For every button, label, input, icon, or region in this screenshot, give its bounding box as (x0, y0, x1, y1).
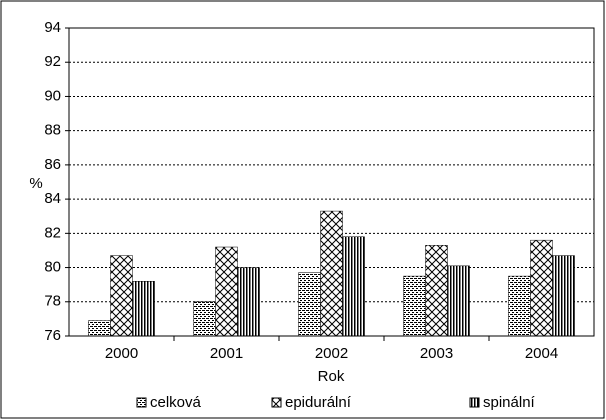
bar (447, 265, 470, 337)
y-tick-label: 78 (44, 293, 61, 310)
bar (320, 210, 343, 337)
bar (425, 245, 448, 337)
bar (342, 236, 365, 337)
legend-label: celková (150, 394, 202, 411)
bar (88, 320, 111, 337)
x-tick-label: 2004 (525, 345, 558, 362)
legend-swatch (271, 397, 282, 408)
bar (193, 301, 216, 337)
y-tick-label: 76 (44, 327, 61, 344)
y-tick-label: 94 (44, 19, 61, 36)
plot-frame (68, 27, 595, 337)
legend-swatch (469, 397, 480, 408)
y-tick-label: 86 (44, 156, 61, 173)
bar (298, 272, 321, 337)
y-tick-label: 90 (44, 87, 61, 104)
x-axis-label: Rok (318, 368, 345, 385)
y-tick-label: 84 (44, 190, 61, 207)
x-tick-label: 2003 (420, 345, 453, 362)
y-tick-label: 88 (44, 122, 61, 139)
legend-label: epidurální (285, 394, 352, 411)
y-tick-label: 82 (44, 224, 61, 241)
bar (132, 280, 155, 337)
y-axis-label: % (29, 175, 42, 192)
bar (215, 246, 238, 337)
bar (110, 255, 133, 337)
bar (237, 267, 260, 337)
legend-label: spinální (483, 394, 536, 411)
bar (403, 275, 426, 337)
legend-swatch (136, 397, 147, 408)
x-tick-label: 2001 (210, 345, 243, 362)
bar (508, 275, 531, 337)
bar (552, 255, 575, 337)
y-tick-label: 92 (44, 53, 61, 70)
x-tick-label: 2002 (315, 345, 348, 362)
x-tick-label: 2000 (105, 345, 138, 362)
y-tick-label: 80 (44, 259, 61, 276)
bar (530, 239, 553, 337)
